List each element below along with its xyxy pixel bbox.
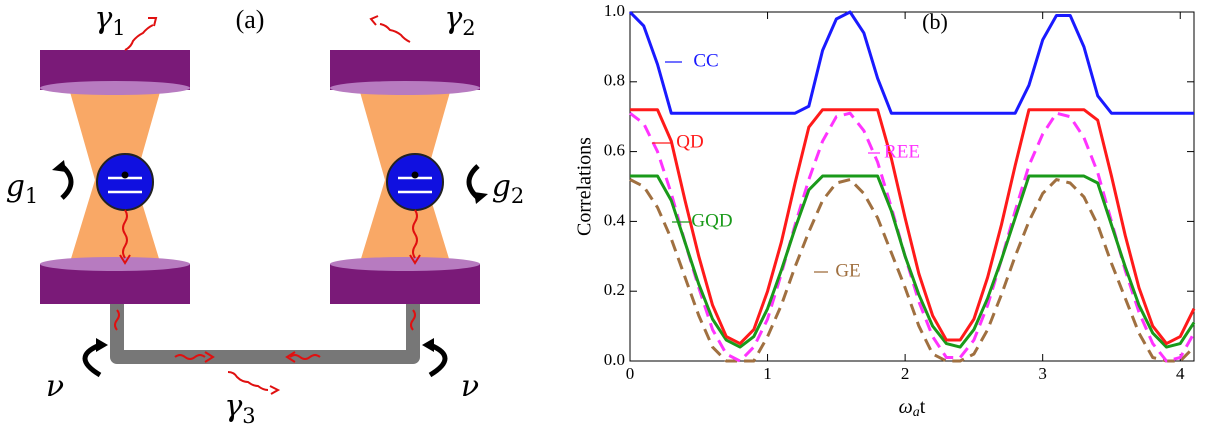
diagram: (a) — [40, 5, 488, 395]
series-line — [630, 108, 1196, 346]
panel-label: (a) — [236, 5, 265, 34]
x-tick-label: 3 — [1038, 364, 1047, 383]
arrow-head — [52, 160, 488, 352]
mirror — [40, 50, 480, 304]
subscript: 3 — [242, 404, 255, 428]
plot-area: 0.0 0.2 0.4 0.6 0.8 1.0 0 1 2 3 4 — [604, 1, 1196, 383]
symbol: γ — [444, 1, 462, 36]
symbol: γ — [94, 1, 112, 36]
subscript: 1 — [112, 16, 125, 40]
x-tick-label: 1 — [763, 364, 772, 383]
symbol: γ — [224, 389, 242, 424]
series-label: REE — [884, 141, 920, 162]
diagram-label: γ1 — [94, 1, 125, 40]
subscript: a — [913, 405, 920, 420]
diagram-label: γ3 — [224, 389, 255, 428]
series-line — [629, 178, 1196, 363]
series-label: GQD — [691, 210, 732, 231]
atom — [96, 153, 444, 211]
symbol: ν — [461, 369, 479, 404]
x-tick-label: 0 — [626, 364, 635, 383]
series-label: CC — [693, 50, 718, 71]
series-line — [630, 174, 1196, 349]
photon — [114, 15, 421, 395]
waveguide — [110, 304, 420, 364]
diagram-label: ν — [461, 369, 479, 404]
y-tick-label: 0.6 — [604, 141, 625, 160]
y-tick-label: 1.0 — [604, 1, 625, 20]
symbol: g — [492, 169, 511, 204]
subscript: 1 — [25, 184, 38, 208]
symbol: ω — [899, 396, 913, 418]
series-line — [628, 10, 1194, 115]
x-axis-label: ωat — [899, 396, 926, 421]
x-tick-label: 2 — [901, 364, 910, 383]
y-tick-label: 0.4 — [604, 210, 626, 229]
y-tick-label: 0.0 — [604, 350, 625, 369]
y-tick-label: 0.2 — [604, 280, 625, 299]
annotation-leader — [652, 61, 880, 273]
diagram-label: g2 — [492, 169, 525, 208]
diagram-label: g1 — [6, 169, 39, 208]
rest: t — [920, 396, 926, 418]
subscript: 2 — [462, 16, 475, 40]
diagram-label: ν — [46, 369, 64, 404]
symbol: ν — [46, 369, 64, 404]
x-tick-label: 4 — [1176, 364, 1185, 383]
diagram-label: γ2 — [444, 1, 475, 40]
symbol: g — [6, 169, 25, 204]
panel-label: (b) — [922, 9, 948, 34]
series-line — [629, 111, 1196, 363]
plot-frame — [629, 11, 1195, 362]
y-axis-label: Correlations — [574, 137, 596, 236]
series-label: QD — [676, 131, 703, 152]
y-tick-label: 0.8 — [604, 71, 625, 90]
series-label: GE — [835, 260, 860, 281]
subscript: 2 — [511, 184, 524, 208]
